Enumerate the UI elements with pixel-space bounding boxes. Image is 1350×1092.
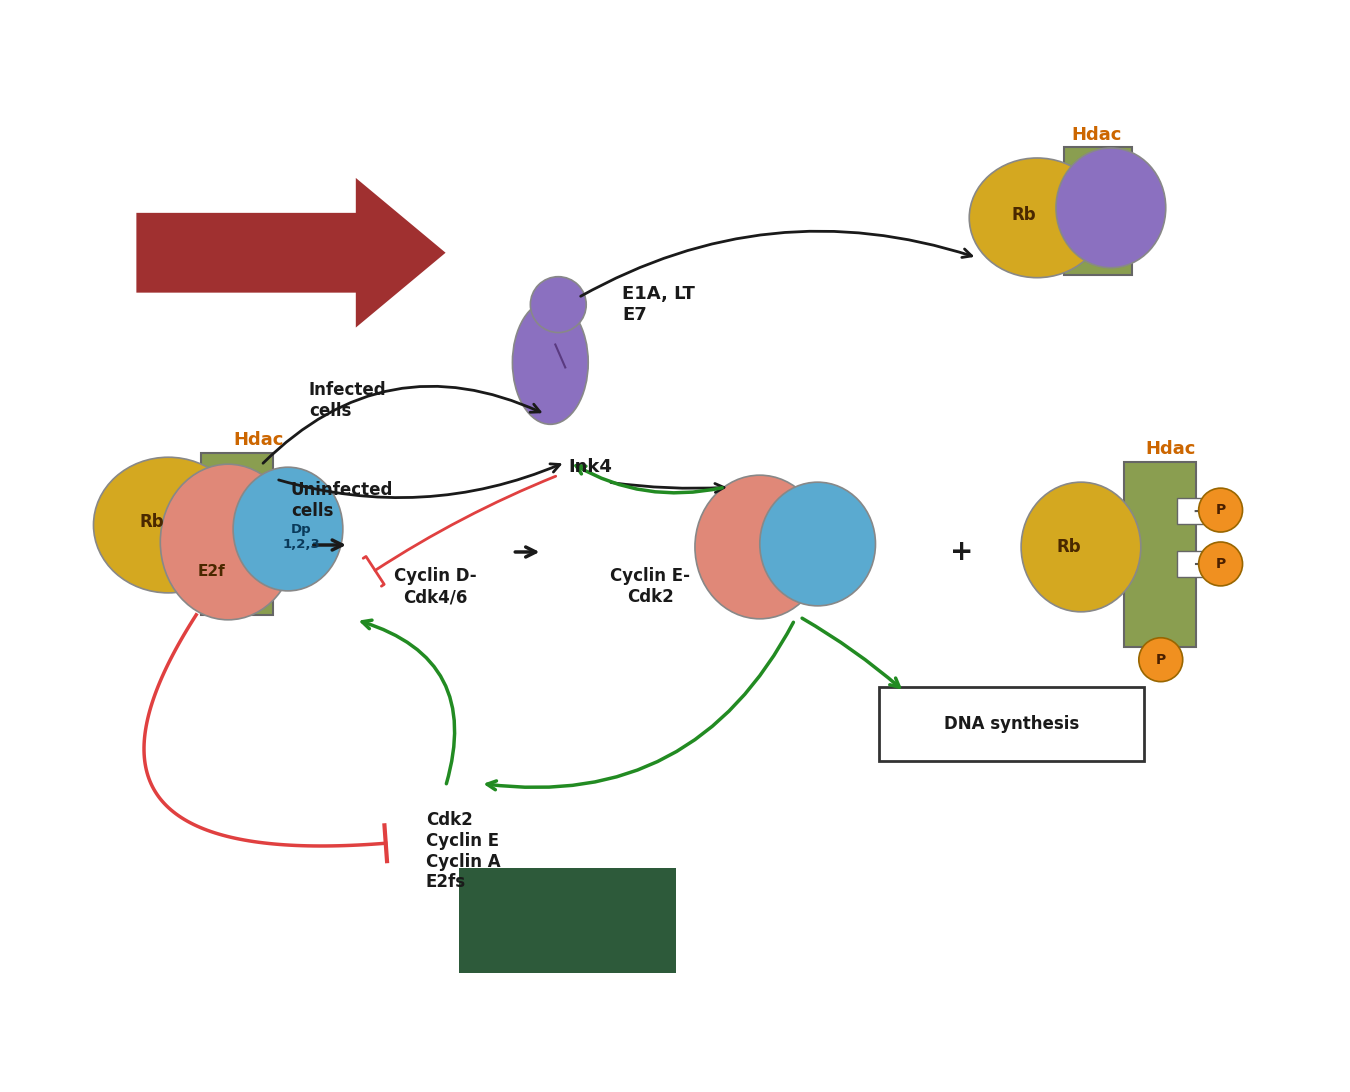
Ellipse shape xyxy=(531,276,586,333)
Text: Uninfected
cells: Uninfected cells xyxy=(292,480,393,520)
Ellipse shape xyxy=(695,475,825,619)
Ellipse shape xyxy=(234,467,343,591)
Text: P: P xyxy=(1156,653,1166,667)
Circle shape xyxy=(1199,488,1242,532)
Polygon shape xyxy=(136,178,446,328)
Bar xyxy=(459,868,676,973)
Text: Cyclin E-
Cdk2: Cyclin E- Cdk2 xyxy=(610,568,690,606)
Text: Cyclin D-
Cdk4/6: Cyclin D- Cdk4/6 xyxy=(394,568,477,606)
Bar xyxy=(1177,551,1204,577)
Text: Hdac: Hdac xyxy=(234,431,284,449)
Text: Rb: Rb xyxy=(139,513,163,531)
Text: Rb: Rb xyxy=(1057,538,1081,556)
Text: +: + xyxy=(949,538,973,566)
Ellipse shape xyxy=(1056,149,1166,268)
Text: Rb: Rb xyxy=(1011,206,1037,224)
Text: P: P xyxy=(1215,557,1226,571)
Ellipse shape xyxy=(1021,483,1141,612)
Text: Hdac: Hdac xyxy=(1146,440,1196,459)
Text: P: P xyxy=(1215,503,1226,518)
Text: Dp
1,2,3: Dp 1,2,3 xyxy=(282,523,320,551)
Text: E1A, LT
E7: E1A, LT E7 xyxy=(622,285,695,324)
Text: Ink4: Ink4 xyxy=(568,459,612,476)
Ellipse shape xyxy=(93,458,243,593)
Bar xyxy=(1177,498,1204,524)
Ellipse shape xyxy=(513,300,589,425)
Ellipse shape xyxy=(760,483,876,606)
FancyBboxPatch shape xyxy=(879,687,1143,761)
Text: E2f: E2f xyxy=(197,565,225,580)
Bar xyxy=(1064,147,1131,275)
Ellipse shape xyxy=(161,464,296,620)
Circle shape xyxy=(1199,542,1242,586)
Bar xyxy=(1123,462,1196,646)
Text: Infected
cells: Infected cells xyxy=(309,381,386,419)
Circle shape xyxy=(1139,638,1183,681)
Text: Hdac: Hdac xyxy=(1072,126,1122,144)
Bar xyxy=(201,453,273,615)
Text: DNA synthesis: DNA synthesis xyxy=(944,714,1079,733)
Text: Cdk2
Cyclin E
Cyclin A
E2fs: Cdk2 Cyclin E Cyclin A E2fs xyxy=(425,811,501,891)
Ellipse shape xyxy=(969,158,1104,277)
